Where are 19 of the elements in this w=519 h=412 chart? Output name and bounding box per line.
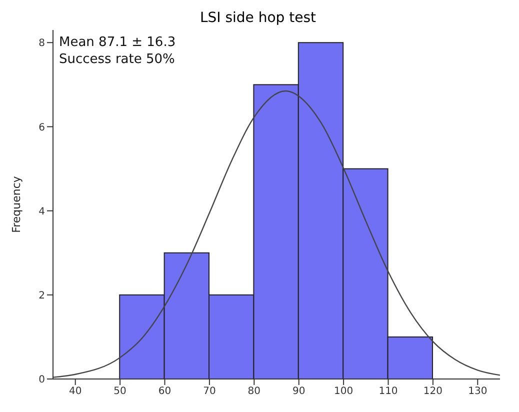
chart-title: LSI side hop test [198,10,318,26]
y-axis-title: Frequency [10,176,23,233]
y-tick-label: 4 [38,206,45,218]
x-tick-label: 110 [378,386,398,398]
x-tick-label: 130 [468,386,488,398]
x-tick-label: 70 [203,386,216,398]
x-tick-label: 120 [423,386,442,398]
x-tick-label: 100 [334,386,354,398]
y-tick-label: 6 [38,122,45,134]
x-tick-label: 60 [158,386,172,398]
y-tick-label: 2 [38,290,45,302]
annotation: Success rate 50% [59,51,176,68]
y-tick-label: 0 [38,374,45,386]
x-tick-label: 80 [248,386,261,398]
x-tick-label: 40 [68,386,82,398]
y-tick-label: 8 [38,38,45,50]
x-tick-label: 50 [114,386,126,398]
x-tick-label: 90 [292,386,306,398]
annotation: Mean 87.1 ± 16.3 [59,34,176,51]
